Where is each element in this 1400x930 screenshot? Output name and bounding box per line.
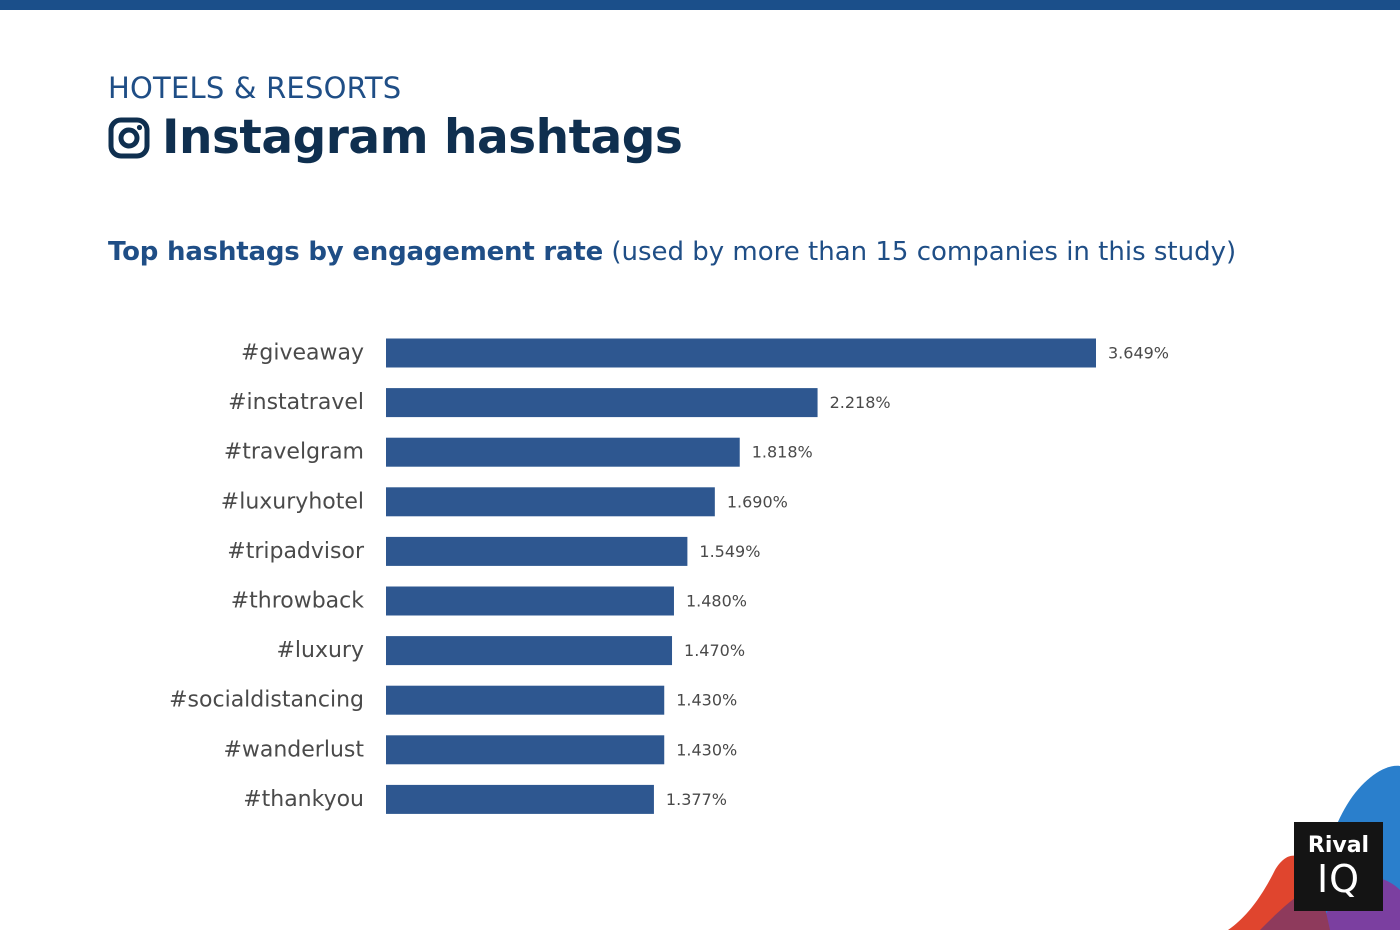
category-label: #throwback (231, 589, 365, 614)
value-label: 2.218% (830, 393, 891, 412)
category-label: #giveaway (241, 341, 364, 366)
chart-title: Top hashtags by engagement rate (108, 237, 604, 267)
category-label: #thankyou (243, 787, 364, 812)
bar (386, 388, 818, 418)
value-label: 1.430% (676, 691, 737, 710)
bar (386, 735, 665, 765)
value-label: 1.430% (676, 740, 737, 759)
value-label: 1.480% (686, 592, 747, 611)
value-label: 1.377% (666, 790, 727, 809)
value-label: 1.470% (684, 641, 745, 660)
top-accent-bar (0, 0, 1400, 10)
value-label: 1.818% (752, 443, 813, 462)
bar (386, 338, 1096, 368)
value-label: 3.649% (1108, 344, 1169, 363)
bar (386, 636, 673, 666)
page-title: Instagram hashtags (162, 110, 683, 165)
category-label: #socialdistancing (169, 688, 364, 713)
category-label: #instatravel (228, 390, 364, 415)
bar (386, 437, 740, 467)
bar (386, 685, 665, 715)
category-label: #luxuryhotel (221, 489, 364, 514)
rival-iq-logo: Rival IQ (1294, 822, 1383, 911)
category-label: #travelgram (224, 440, 364, 465)
chart-note: (used by more than 15 companies in this … (603, 237, 1237, 267)
category-label: #tripadvisor (227, 539, 365, 564)
value-label: 1.549% (699, 542, 760, 561)
logo-iq-text: IQ (1316, 857, 1361, 901)
page-title-row: Instagram hashtags (108, 108, 683, 168)
category-label: #luxury (276, 638, 364, 663)
value-label: 1.690% (727, 492, 788, 511)
industry-label: HOTELS & RESORTS (108, 71, 402, 105)
chart-subtitle: Top hashtags by engagement rate (used by… (108, 234, 1236, 270)
logo-rival-text: Rival (1307, 833, 1370, 858)
bar (386, 536, 688, 566)
bar (386, 487, 715, 517)
bar (386, 784, 654, 814)
instagram-icon (108, 117, 150, 159)
bar (386, 586, 674, 616)
category-label: #wanderlust (223, 737, 364, 762)
